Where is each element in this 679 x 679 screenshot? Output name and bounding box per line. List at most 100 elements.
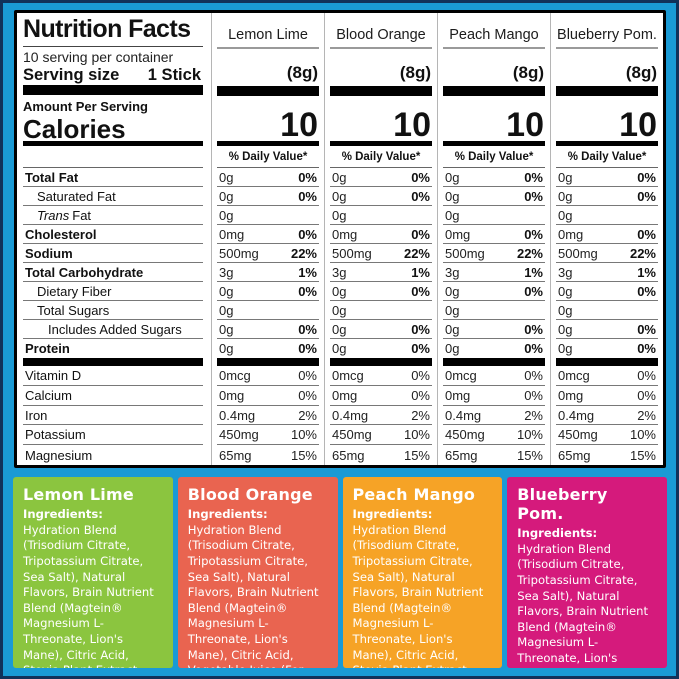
ingredient-box: Blood Orange Ingredients: Hydration Blend… <box>177 477 338 668</box>
ingredient-box: Lemon Lime Ingredients: Hydration Blend (… <box>13 477 173 668</box>
nutrient-row: 0g 0% <box>330 187 432 207</box>
daily-value-spacer <box>23 146 203 169</box>
nutrient-row: 0g 0% <box>330 282 432 302</box>
vitamin-row: 0.4mg 2% <box>556 406 658 426</box>
section-bar <box>330 358 432 367</box>
vitamin-row: Iron <box>23 406 203 426</box>
nutrient-label: Total Sugars <box>37 302 110 318</box>
nutrient-dv: 0% <box>298 341 317 357</box>
nutrient-row: 0g <box>330 206 432 226</box>
vitamin-dv: 15% <box>516 447 543 463</box>
ingredients-lead: Ingredients: <box>352 507 433 521</box>
nutrient-amount: 0g <box>558 341 573 357</box>
nutrient-row: 500mg 22% <box>330 244 432 264</box>
ingredient-box: Blueberry Pom. Ingredients: Hydration Ble… <box>507 477 667 668</box>
vitamin-dv: 10% <box>629 427 656 443</box>
nutrient-dv: 1% <box>411 264 430 280</box>
ingredient-box-title: Blood Orange <box>187 485 313 504</box>
nutrient-dv: 0% <box>524 321 543 337</box>
nutrient-row: 0g 0% <box>443 187 545 207</box>
calories-value: 10 <box>506 106 544 145</box>
ingredients-body: Hydration Blend (Trisodium Citrate, Trip… <box>352 522 484 668</box>
vitamin-dv: 2% <box>298 407 317 423</box>
flavor-name: Blood Orange <box>330 16 432 50</box>
vitamin-dv: 10% <box>516 427 543 443</box>
vitamin-amount: 0.4mg <box>219 407 256 423</box>
vitamin-dv: 0% <box>637 387 656 403</box>
nutrient-row: 0g <box>556 301 658 321</box>
vitamin-dv: 0% <box>637 367 656 383</box>
vitamin-dv: 0% <box>411 387 430 403</box>
nutrient-row: 0g 0% <box>443 339 545 358</box>
ingredients-body: Hydration Blend (Trisodium Citrate, Trip… <box>517 541 652 668</box>
nutrient-label: Cholesterol <box>25 226 97 242</box>
daily-value-header: % Daily Value* <box>443 146 545 169</box>
nutrient-dv: 0% <box>524 169 543 185</box>
vitamin-row: Calcium <box>23 386 203 406</box>
vitamin-dv: 15% <box>403 447 430 463</box>
nutrient-row: 0g 0% <box>556 282 658 302</box>
vitamin-amount: 450mg <box>558 427 598 443</box>
nutrient-amount: 0g <box>332 341 347 357</box>
nutrient-dv: 0% <box>411 188 430 204</box>
serving-size-value: 1 Stick <box>147 66 201 85</box>
vitamin-row: 65mg 15% <box>217 445 319 465</box>
nutrient-row: 0g <box>443 206 545 226</box>
nutrient-amount: 0g <box>558 169 573 185</box>
nutrient-row: 3g 1% <box>217 263 319 283</box>
vitamin-label: Calcium <box>25 387 72 403</box>
daily-value-header: % Daily Value* <box>330 146 432 169</box>
nutrient-row: Total Fat <box>23 168 203 188</box>
ingredient-box-title: Peach Mango <box>352 485 476 504</box>
nutrient-amount: 500mg <box>558 245 598 261</box>
nutrient-row: 0g 0% <box>443 168 545 188</box>
nutrient-row: Sodium <box>23 244 203 264</box>
nutrient-row: 0g 0% <box>556 339 658 358</box>
label-column: Nutrition Facts 10 serving per container… <box>17 13 211 465</box>
nutrient-amount: 500mg <box>219 245 259 261</box>
nutrient-amount: 0g <box>332 302 347 318</box>
vitamin-row: 450mg 10% <box>330 425 432 446</box>
section-bar <box>217 86 319 97</box>
vitamin-label-rows: Vitamin D Calcium Iron Potassium Magnesium <box>23 366 203 465</box>
nutrient-dv: 0% <box>637 226 656 242</box>
nutrient-dv: 0% <box>298 226 317 242</box>
nutrient-row: 0g 0% <box>330 168 432 188</box>
nutrient-row: 0g <box>556 206 658 226</box>
nutrient-amount: 500mg <box>332 245 372 261</box>
nutrient-amount: 0mg <box>332 226 358 242</box>
section-bar <box>330 141 432 147</box>
nutrient-dv: 22% <box>290 245 317 261</box>
nutrient-row: 0g 0% <box>330 339 432 358</box>
serving-weight: (8g) <box>625 63 657 83</box>
nutrient-row: 500mg 22% <box>217 244 319 264</box>
nutrient-amount: 0g <box>332 188 347 204</box>
nutrient-amount: 0g <box>219 188 234 204</box>
ingredients-lead: Ingredients: <box>187 507 268 521</box>
ingredient-box-text: Ingredients: Hydration Blend (Trisodium … <box>353 507 493 668</box>
vitamin-amount: 0mcg <box>332 367 364 383</box>
nutrient-amount: 3g <box>332 264 347 280</box>
nutrient-label: Total Fat <box>25 169 79 185</box>
vitamin-row: Vitamin D <box>23 366 203 386</box>
nutrient-label: Total Carbohydrate <box>25 264 144 280</box>
vitamin-row: 0mg 0% <box>443 386 545 406</box>
vitamin-row: 450mg 10% <box>217 425 319 446</box>
nutrient-amount: 0g <box>332 169 347 185</box>
nutrient-row: 0g 0% <box>443 282 545 302</box>
nutrient-row: 0g 0% <box>556 320 658 340</box>
nutrient-dv: 0% <box>637 341 656 357</box>
nutrient-row: 0g 0% <box>217 168 319 188</box>
vitamin-label: Potassium <box>25 427 86 443</box>
vitamin-label: Iron <box>25 407 48 423</box>
nutrient-row: 0g 0% <box>556 168 658 188</box>
vitamin-dv: 15% <box>290 447 317 463</box>
nutrient-amount: 0g <box>558 321 573 337</box>
vitamin-label: Magnesium <box>25 447 93 463</box>
nutrient-dv: 0% <box>637 321 656 337</box>
nutrient-dv: 0% <box>411 283 430 299</box>
ingredients-body: Hydration Blend (Trisodium Citrate, Trip… <box>187 522 319 668</box>
vitamin-dv: 2% <box>411 407 430 423</box>
vitamin-dv: 2% <box>524 407 543 423</box>
